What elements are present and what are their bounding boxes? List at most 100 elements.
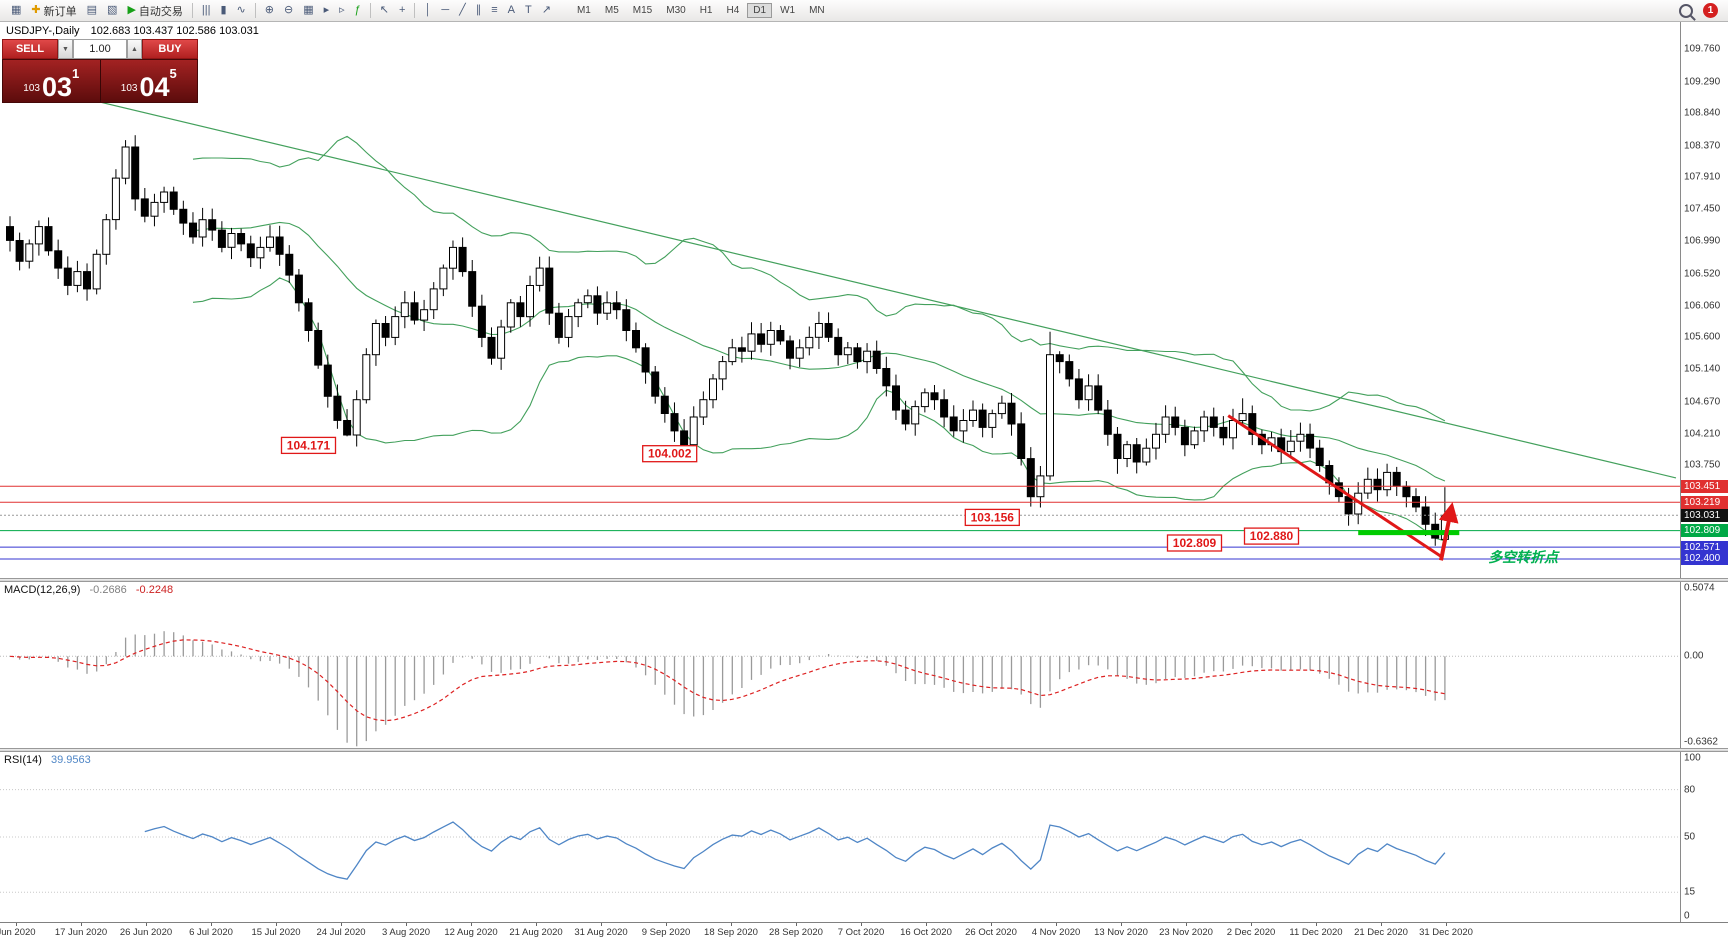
label-icon: T (525, 4, 532, 16)
trendline-icon: ╱ (459, 4, 466, 16)
timeframe-h1[interactable]: H1 (699, 5, 713, 16)
channel-icon: ∥ (475, 4, 482, 16)
rsi-name: RSI(14) (4, 754, 42, 766)
panel-divider[interactable] (0, 748, 1728, 752)
axis-label: 0.00 (1684, 650, 1704, 662)
sell-button[interactable]: SELL (2, 39, 58, 59)
zoom-out-icon[interactable]: ⊖ (279, 0, 298, 22)
vertical-line-icon: │ (424, 4, 432, 16)
one-click-header-row: SELL ▼ 1.00 ▲ BUY (2, 39, 198, 59)
date-label: Jun 2020 (0, 927, 36, 938)
macd-indicator-panel[interactable] (0, 582, 1680, 748)
auto-trading-button[interactable]: ▶ 自动交易 (122, 0, 187, 22)
line-chart-icon[interactable]: ∿ (232, 0, 251, 22)
search-icon[interactable] (1679, 3, 1693, 18)
date-tick (146, 923, 147, 926)
bollinger-band-line (192, 221, 1446, 482)
rsi-value: 39.9563 (50, 754, 91, 766)
timeframe-mn[interactable]: MN (809, 5, 825, 16)
date-tick (406, 923, 407, 926)
zoom-in-icon: ⊕ (264, 4, 274, 16)
price-annotation-box[interactable] (1243, 527, 1300, 545)
new-order-button[interactable]: ✚ 新订单 (26, 0, 81, 22)
date-axis[interactable]: Jun 2020 17 Jun 2020 26 Jun 2020 6 Jul 2020… (0, 922, 1728, 942)
axis-label: 107.450 (1684, 203, 1721, 215)
macd-axis[interactable]: 0.5074 0.00 -0.6362 (1681, 582, 1728, 748)
timeframe-m30[interactable]: M30 (666, 5, 686, 16)
volume-input[interactable]: 1.00 (73, 39, 127, 59)
toolbar-separator (369, 3, 371, 18)
price-annotation-box[interactable] (280, 436, 337, 455)
date-tick (926, 923, 927, 926)
trendline-icon[interactable]: ╱ (454, 0, 471, 22)
main-price-axis[interactable]: 109.760 109.290 108.840 108.370 107.910 107.4… (1681, 22, 1728, 578)
axis-label: 104.670 (1684, 396, 1721, 408)
rsi-indicator-panel[interactable] (0, 752, 1680, 922)
symbol-period-label: USDJPY-,Daily (6, 25, 80, 37)
price-annotation-text: 102.880 (1250, 529, 1294, 543)
price-annotation-box[interactable] (964, 508, 1020, 527)
axis-label: 0 (1684, 910, 1690, 922)
timeframe-d1[interactable]: D1 (747, 3, 773, 18)
date-label: 18 Sep 2020 (704, 927, 758, 938)
sell-price-panel[interactable]: 103 03 1 (3, 60, 101, 102)
axis-label: 106.060 (1684, 300, 1721, 312)
panel-divider[interactable] (0, 578, 1728, 582)
volume-decrease-button[interactable]: ▼ (58, 39, 73, 59)
price-annotation-box[interactable] (642, 445, 698, 463)
axis-label: 0.5074 (1684, 582, 1715, 594)
timeframe-m5[interactable]: M5 (604, 5, 619, 16)
terminal-icon[interactable]: ▤ (82, 0, 102, 22)
chart-text-annotation[interactable]: 多空转折点 (1488, 549, 1560, 565)
chart-window-icon: ▦ (11, 4, 22, 16)
zoom-out-icon: ⊖ (283, 4, 294, 16)
candlestick-chart-icon[interactable]: ▮ (215, 0, 231, 22)
fibonacci-icon[interactable]: ≡ (486, 0, 502, 22)
vertical-line-icon[interactable]: │ (419, 0, 436, 22)
date-label: 15 Jul 2020 (251, 927, 301, 938)
chart-shift-icon[interactable]: ▹ (334, 0, 350, 22)
timeframe-w1[interactable]: W1 (780, 5, 796, 16)
notification-badge[interactable]: 1 (1703, 3, 1718, 18)
zoom-in-icon[interactable]: ⊕ (260, 0, 279, 22)
trendline[interactable] (82, 97, 1677, 479)
date-label: 9 Sep 2020 (641, 927, 691, 938)
arrows-icon[interactable]: ↗ (537, 0, 556, 22)
strategy-tester-icon[interactable]: ▧ (102, 0, 122, 22)
axis-label: 107.910 (1684, 171, 1721, 183)
buy-button[interactable]: BUY (142, 39, 198, 59)
volume-increase-button[interactable]: ▲ (127, 39, 142, 59)
strategy-tester-icon: ▧ (107, 4, 118, 16)
indicators-icon[interactable]: ƒ (350, 0, 366, 22)
main-price-chart[interactable]: 104.171 104.002 103.156 102.809 102.880 多空转折点 (0, 22, 1680, 578)
channel-icon[interactable]: ∥ (471, 0, 487, 22)
price-tag: 102.809 (1681, 524, 1728, 537)
terminal-icon: ▤ (86, 4, 98, 16)
axis-label: 109.760 (1684, 43, 1721, 55)
price-axis-border (1680, 22, 1681, 942)
date-tick (1446, 923, 1447, 926)
tile-windows-icon[interactable]: ▦ (298, 0, 318, 22)
date-label: 31 Aug 2020 (574, 927, 628, 938)
timeframe-m15[interactable]: M15 (632, 5, 653, 16)
axis-label: 108.840 (1684, 107, 1721, 119)
label-icon[interactable]: T (520, 0, 537, 22)
auto-scroll-icon[interactable]: ▸ (319, 0, 335, 22)
bar-chart-icon[interactable]: ||| (197, 0, 216, 22)
price-annotation-text: 104.171 (287, 438, 331, 452)
text-icon[interactable]: A (503, 0, 520, 22)
price-annotation-box[interactable] (1166, 534, 1223, 552)
macd-signal-value: -0.2248 (135, 584, 174, 596)
candles-layer (6, 135, 1449, 547)
cursor-icon[interactable]: ↖ (375, 0, 394, 22)
timeframe-h4[interactable]: H4 (726, 5, 740, 16)
buy-price-panel[interactable]: 103 04 5 (101, 60, 198, 102)
crosshair-icon[interactable]: + (394, 0, 410, 22)
sell-price-big: 03 (41, 71, 72, 102)
horizontal-line-icon[interactable]: ─ (436, 0, 454, 22)
up-arrow-annotation[interactable] (1438, 502, 1459, 561)
chart-window-icon[interactable]: ▦ (6, 0, 26, 22)
timeframe-m1[interactable]: M1 (576, 5, 591, 16)
rsi-axis[interactable]: 100 80 50 15 0 (1681, 752, 1728, 922)
date-tick (81, 923, 82, 926)
